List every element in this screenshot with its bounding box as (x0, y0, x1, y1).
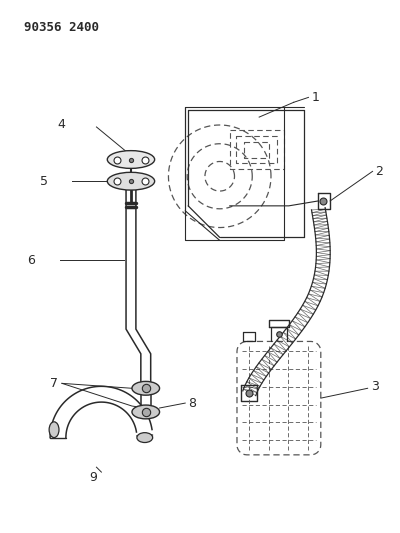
Text: 4: 4 (57, 117, 65, 131)
Ellipse shape (132, 382, 160, 395)
Text: 1: 1 (312, 91, 319, 104)
Ellipse shape (107, 151, 155, 168)
Ellipse shape (132, 405, 160, 419)
Ellipse shape (137, 433, 153, 442)
Text: 2: 2 (376, 165, 384, 178)
Text: 5: 5 (40, 175, 48, 188)
Text: 9: 9 (90, 471, 98, 483)
Text: 8: 8 (188, 397, 196, 409)
Ellipse shape (49, 422, 59, 438)
Text: 3: 3 (370, 380, 378, 393)
Ellipse shape (107, 172, 155, 190)
Text: 90356 2400: 90356 2400 (24, 21, 100, 35)
Text: 6: 6 (28, 254, 35, 266)
Text: 7: 7 (50, 377, 58, 390)
